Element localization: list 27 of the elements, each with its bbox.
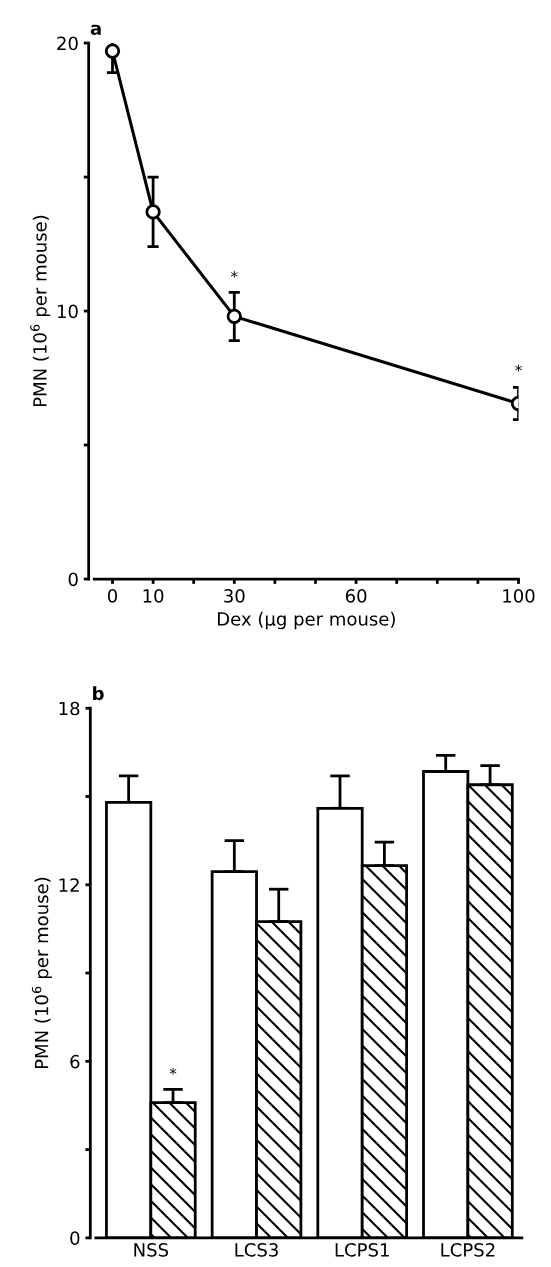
annotation: *	[230, 270, 238, 278]
x-tick-label: LCPS1	[335, 1243, 389, 1257]
x-tick-label: 30	[224, 589, 245, 603]
annotation: *	[169, 1067, 177, 1075]
y-tick-label: 0	[70, 1231, 80, 1245]
x-tick-label: NSS	[134, 1243, 169, 1257]
point	[104, 43, 121, 59]
y-tick-label: 6	[70, 1054, 80, 1069]
y-tick-label: 18	[59, 701, 80, 716]
x-tick-label: 60	[345, 589, 367, 603]
x-tick-label: LCPS2	[441, 1243, 495, 1257]
x-tick-label: LCS3	[235, 1243, 278, 1257]
x-axis-title: Dex (µg per mouse)	[218, 611, 395, 630]
annotation: *	[515, 364, 522, 372]
point	[226, 308, 242, 325]
chart-title: a	[90, 24, 101, 35]
y-tick-label: 12	[59, 878, 79, 892]
y-tick-label: 20	[57, 36, 78, 51]
x-tick-label: 0	[107, 589, 118, 603]
y-tick-label: 0	[68, 572, 78, 587]
point	[145, 204, 161, 220]
y-axis-title: PMN (10$^{6}$ per mouse)	[31, 877, 52, 1069]
y-axis-title: PMN (10$^{6}$ per mouse)	[30, 215, 51, 407]
x-tick-label: 100	[503, 589, 535, 603]
x-tick-label: 10	[143, 589, 164, 603]
chart-title: b	[93, 686, 104, 701]
y-tick-label: 10	[57, 304, 78, 319]
